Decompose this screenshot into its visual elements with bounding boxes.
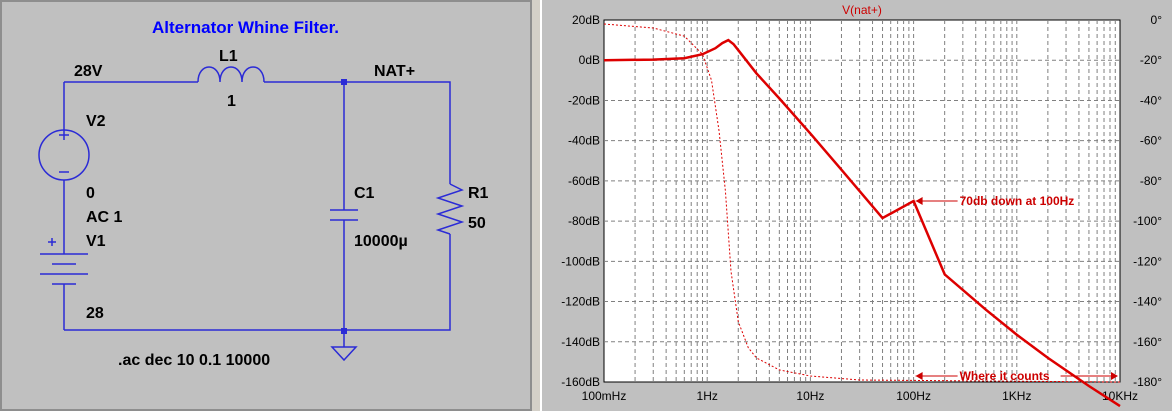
x-tick-label: 1Hz [697, 389, 718, 403]
y-right-tick-label: -60° [1140, 134, 1162, 148]
node-label-28v: 28V [74, 63, 103, 80]
v2-polarity-marks [59, 130, 69, 173]
c1-value-label: 10000µ [354, 233, 408, 250]
y-right-tick-label: -20° [1140, 53, 1162, 67]
v1-value-label: 28 [86, 305, 104, 322]
c1-name-label: C1 [354, 185, 375, 202]
inductor-l1[interactable] [197, 66, 265, 83]
l1-name-label: L1 [219, 48, 238, 65]
y-left-tick-label: -20dB [568, 93, 600, 107]
y-left-tick-label: 0dB [579, 53, 600, 67]
l1-value-label: 1 [227, 93, 236, 110]
schematic-title: Alternator Whine Filter. [152, 18, 339, 37]
series [603, 23, 1121, 408]
annotation-arrowhead [915, 371, 923, 380]
waveform-panel: 20dB 0dB -20dB -40dB -60dB -80dB -100dB -120dB -… [540, 0, 1172, 411]
x-tick-label: 10Hz [796, 389, 824, 403]
battery-plus-mark [48, 238, 56, 246]
x-tick-label: 1KHz [1002, 389, 1031, 403]
y-right-tick-label: -180° [1133, 375, 1162, 389]
magnitude-line [603, 38, 1121, 408]
annotations: 70db down at 100Hz Where it counts [915, 194, 1118, 383]
y-left-tick-label: -60dB [568, 174, 600, 188]
spice-directive[interactable]: .ac dec 10 0.1 10000 [118, 352, 270, 369]
node-junction-top [341, 79, 347, 85]
y-left-tick-label: -140dB [561, 335, 600, 349]
y-left-tick-label: -100dB [561, 254, 600, 268]
y-right-tick-label: -120° [1133, 254, 1162, 268]
capacitor-c1[interactable] [330, 209, 358, 221]
y-left-tick-label: -40dB [568, 134, 600, 148]
resistor-r1[interactable] [435, 183, 465, 235]
annotation-label: 70db down at 100Hz [960, 194, 1075, 208]
y-left-tick-label: -80dB [568, 214, 600, 228]
y-left-tick-label: -160dB [561, 375, 600, 389]
annotation-label: Where it counts [960, 369, 1050, 383]
schematic-canvas[interactable]: Alternator Whine Filter. 28V L1 1 NAT+ V… [2, 2, 530, 409]
node-junction-bottom [341, 328, 347, 334]
wire-loop[interactable] [64, 81, 451, 331]
schematic-panel: Alternator Whine Filter. 28V L1 1 NAT+ V… [0, 0, 532, 411]
annotation-arrowhead [1111, 371, 1118, 380]
r1-value-label: 50 [468, 215, 486, 232]
y-right-tick-label: -140° [1133, 295, 1162, 309]
x-tick-label: 100mHz [582, 389, 627, 403]
v2-dc-label: 0 [86, 185, 95, 202]
waveform-canvas[interactable]: 20dB 0dB -20dB -40dB -60dB -80dB -100dB -120dB -… [542, 0, 1172, 411]
x-tick-label: 100Hz [896, 389, 931, 403]
ground-symbol [330, 346, 358, 362]
battery-v1[interactable] [40, 242, 88, 292]
y-left-tick-label: 20dB [572, 13, 600, 27]
annotation-arrowhead [915, 197, 923, 205]
y-right-tick-label: -160° [1133, 335, 1162, 349]
y-right-tick-label: 0° [1151, 13, 1163, 27]
x-tick-label: 10KHz [1102, 389, 1138, 403]
v1-name-label: V1 [86, 233, 106, 250]
v2-ac-label: AC 1 [86, 209, 123, 226]
node-label-nat: NAT+ [374, 63, 415, 80]
y-right-tick-label: -40° [1140, 93, 1162, 107]
axis-ticks: 20dB 0dB -20dB -40dB -60dB -80dB -100dB -120dB -… [561, 13, 1162, 403]
panel-divider [532, 0, 540, 411]
chart-title: V(nat+) [842, 3, 882, 17]
y-left-tick-label: -120dB [561, 295, 600, 309]
y-right-tick-label: -100° [1133, 214, 1162, 228]
plot-area[interactable] [603, 19, 1121, 383]
r1-name-label: R1 [468, 185, 489, 202]
phase-line [603, 23, 1121, 383]
y-right-tick-label: -80° [1140, 174, 1162, 188]
v2-name-label: V2 [86, 113, 106, 130]
